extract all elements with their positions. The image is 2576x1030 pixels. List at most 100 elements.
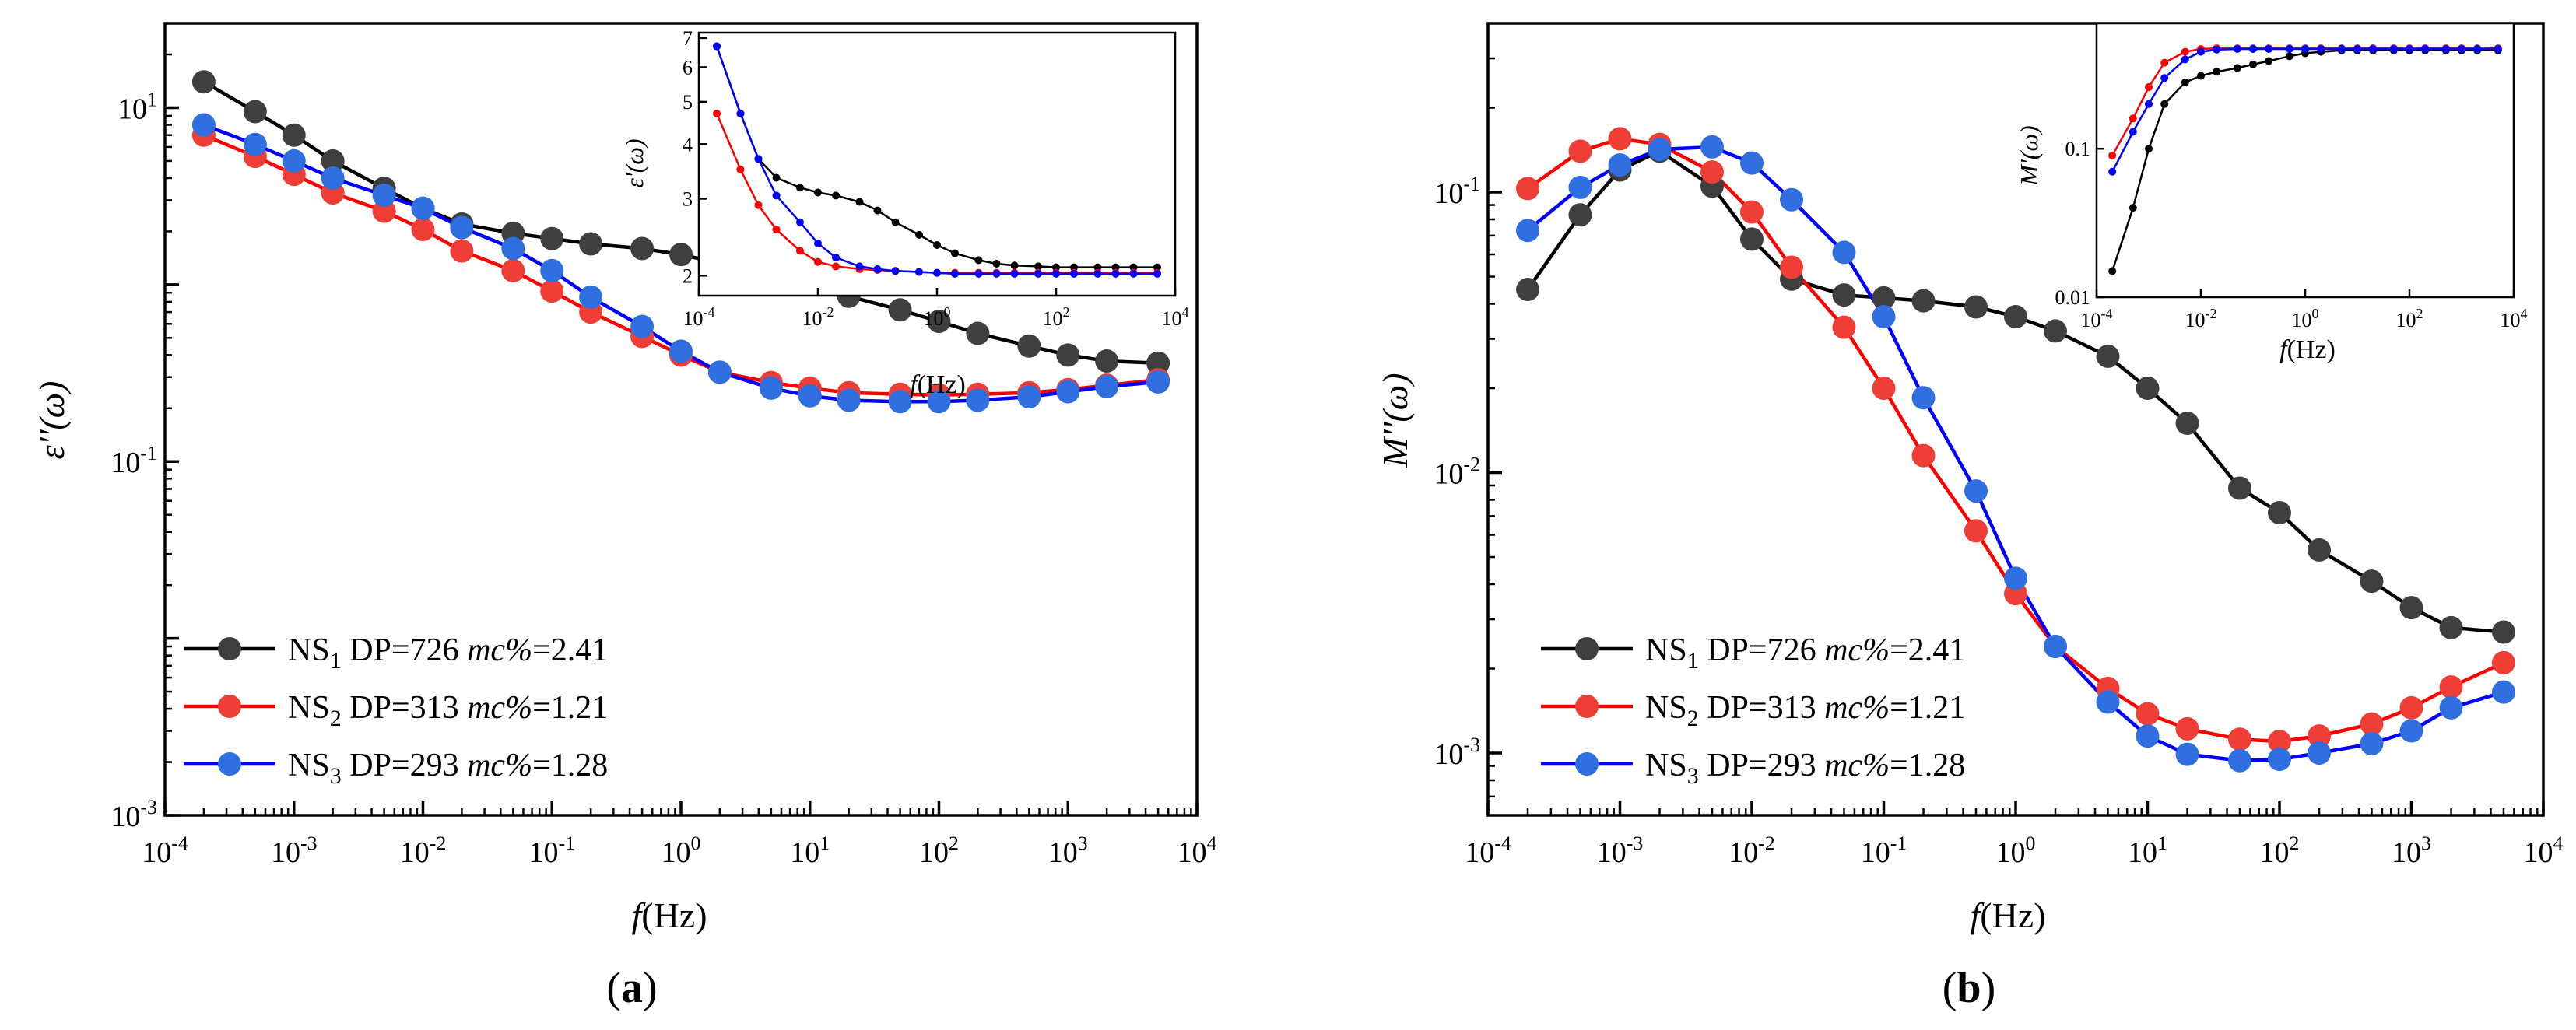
inset-data-point-3 — [795, 218, 804, 226]
data-point-ns1 — [927, 310, 951, 334]
inset-y-axis-label: ε'(ω) — [620, 138, 648, 187]
data-point-ns3 — [2175, 742, 2199, 766]
data-point-ns1 — [540, 226, 564, 250]
data-point-ns3 — [1146, 370, 1170, 394]
inset-x-tick-label: 104 — [2501, 306, 2528, 331]
data-point-ns3 — [2004, 566, 2027, 590]
data-point-ns1 — [2044, 319, 2068, 343]
x-tick-label: 104 — [2524, 832, 2564, 869]
x-tick-label: 102 — [919, 832, 959, 869]
data-point-ns2 — [1780, 255, 1804, 279]
data-point-ns3 — [1056, 380, 1080, 404]
x-tick-label: 10-1 — [1861, 832, 1907, 869]
data-point-ns1 — [2004, 304, 2027, 328]
inset-data-point-2 — [2108, 151, 2117, 159]
inset-data-point-3 — [2421, 45, 2430, 54]
data-point-ns3 — [1964, 479, 1988, 503]
inset-data-point-2 — [2129, 114, 2137, 123]
inset-data-point-3 — [2265, 45, 2273, 54]
x-tick-label: 100 — [1996, 832, 2036, 869]
inset-data-point-3 — [2233, 45, 2241, 54]
inset-data-point-3 — [2337, 45, 2346, 54]
inset-data-point-3 — [1052, 269, 1060, 278]
inset-data-point-1 — [873, 206, 882, 215]
data-point-ns2 — [1740, 200, 1764, 224]
data-point-ns1 — [1516, 278, 1540, 302]
x-tick-label: 10-2 — [1728, 832, 1775, 869]
panel-label: (b) — [1943, 964, 1995, 1012]
y-tick-label: 10-1 — [1434, 173, 1480, 210]
x-axis-label: f(Hz) — [631, 895, 707, 935]
x-tick-label: 102 — [2260, 832, 2300, 869]
inset-y-axis-label: M'(ω) — [2015, 125, 2043, 186]
data-point-ns3 — [1740, 151, 1764, 175]
data-point-ns3 — [282, 149, 306, 173]
data-point-ns3 — [2439, 695, 2463, 720]
inset-data-point-1 — [951, 249, 960, 258]
inset-data-point-3 — [832, 254, 841, 262]
inset-data-point-1 — [855, 198, 864, 206]
legend-label-ns2: NS2 DP=313 mc%=1.21 — [1645, 690, 1965, 731]
inset-data-point-1 — [1052, 263, 1060, 272]
data-point-ns1 — [1872, 286, 1896, 310]
data-point-ns3 — [1516, 219, 1540, 243]
inset-data-point-3 — [2181, 55, 2189, 64]
data-point-ns3 — [2044, 634, 2068, 658]
data-point-ns1 — [2360, 569, 2384, 594]
inset-data-point-3 — [2213, 45, 2221, 54]
data-point-ns1 — [1017, 334, 1041, 358]
legend-label-ns2: NS2 DP=313 mc%=1.21 — [288, 690, 608, 731]
inset-data-point-3 — [1010, 269, 1019, 278]
data-point-ns3 — [966, 388, 990, 412]
data-point-ns1 — [1832, 283, 1856, 307]
inset-data-point-2 — [713, 109, 721, 117]
data-point-ns2 — [501, 258, 525, 282]
inset-data-point-3 — [2249, 45, 2257, 54]
inset-data-point-1 — [795, 184, 804, 192]
data-point-ns2 — [2439, 675, 2463, 699]
inset-y-tick-label: 3 — [683, 187, 693, 210]
inset-x-tick-label: 104 — [1162, 304, 1189, 330]
inset-x-tick-label: 102 — [1043, 304, 1070, 330]
data-point-ns3 — [2308, 741, 2332, 765]
data-point-ns2 — [1911, 443, 1936, 468]
data-point-ns3 — [2491, 680, 2515, 704]
data-point-ns3 — [191, 113, 216, 137]
inset-y-tick-label: 5 — [683, 91, 693, 114]
inset-data-point-2 — [2145, 83, 2153, 92]
x-tick-label: 10-4 — [142, 832, 188, 869]
inset-data-point-1 — [2233, 64, 2241, 72]
inset-data-point-2 — [795, 247, 804, 255]
inset-data-point-1 — [2285, 52, 2293, 61]
data-point-ns3 — [2096, 690, 2120, 714]
inset-y-tick-label: 0.01 — [2055, 286, 2091, 309]
data-point-ns1 — [243, 100, 267, 124]
inset-data-point-3 — [2458, 45, 2465, 54]
data-point-ns1 — [2491, 620, 2515, 644]
data-point-ns1 — [2096, 344, 2120, 368]
inset-data-point-2 — [772, 226, 781, 234]
data-point-ns3 — [1700, 135, 1724, 159]
x-tick-label: 101 — [2128, 832, 2167, 869]
data-point-ns3 — [1780, 187, 1804, 212]
data-point-ns3 — [669, 339, 693, 363]
inset-y-tick-label: 2 — [683, 265, 693, 287]
inset-data-point-1 — [1034, 262, 1042, 271]
data-point-ns3 — [1095, 375, 1119, 399]
x-tick-label: 10-2 — [400, 832, 447, 869]
inset-data-point-3 — [1153, 269, 1161, 278]
data-point-ns3 — [579, 285, 603, 309]
data-point-ns1 — [2268, 500, 2291, 524]
data-point-ns2 — [1832, 315, 1856, 339]
legend-marker-ns3 — [218, 752, 241, 776]
inset-data-point-3 — [2406, 45, 2413, 54]
legend-marker-ns1 — [218, 637, 241, 660]
panel-label: (a) — [606, 964, 657, 1012]
inset-data-point-3 — [814, 239, 822, 247]
inset-data-point-1 — [2181, 78, 2189, 86]
data-point-ns1 — [630, 236, 655, 261]
data-point-ns2 — [2308, 724, 2332, 748]
inset-data-point-3 — [1034, 269, 1042, 278]
data-point-ns3 — [1911, 386, 1936, 410]
